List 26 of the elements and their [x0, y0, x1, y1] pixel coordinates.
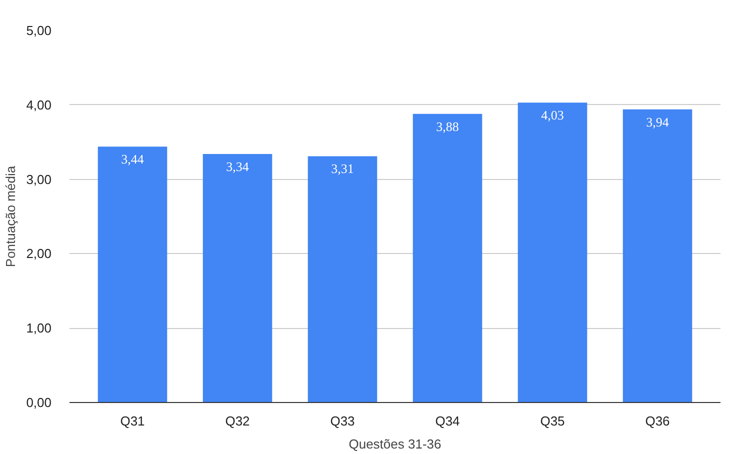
data-label: 3,94: [646, 114, 670, 130]
y-tick-label: 2,00: [26, 246, 52, 262]
y-tick-label: 3,00: [26, 172, 52, 187]
bar: [98, 146, 168, 402]
x-tick-label: Q33: [330, 414, 355, 428]
data-label: 4,03: [541, 108, 564, 123]
x-tick-label: Q34: [435, 414, 460, 428]
y-tick-label: 0,00: [26, 395, 52, 410]
data-label: 3,44: [121, 152, 144, 167]
bar: [412, 114, 482, 402]
data-label: 3,88: [436, 118, 459, 134]
data-label: 3,34: [226, 159, 250, 174]
x-tick-label: Q36: [645, 414, 670, 428]
bar: [202, 154, 272, 402]
y-axis-title: Pontuação média: [3, 165, 18, 268]
bar: [308, 156, 378, 402]
y-tick-label: 1,00: [26, 320, 52, 336]
y-tick-label: 5,00: [26, 23, 52, 38]
y-tick-label: 4,00: [26, 97, 52, 112]
x-axis-title: Questões 31-36: [348, 436, 442, 452]
x-tick-label: Q32: [225, 414, 250, 428]
bar: [518, 102, 588, 402]
bar: [622, 109, 692, 402]
data-label: 3,31: [331, 161, 354, 176]
x-tick-label: Q35: [540, 414, 565, 428]
x-tick-label: Q31: [120, 414, 145, 428]
